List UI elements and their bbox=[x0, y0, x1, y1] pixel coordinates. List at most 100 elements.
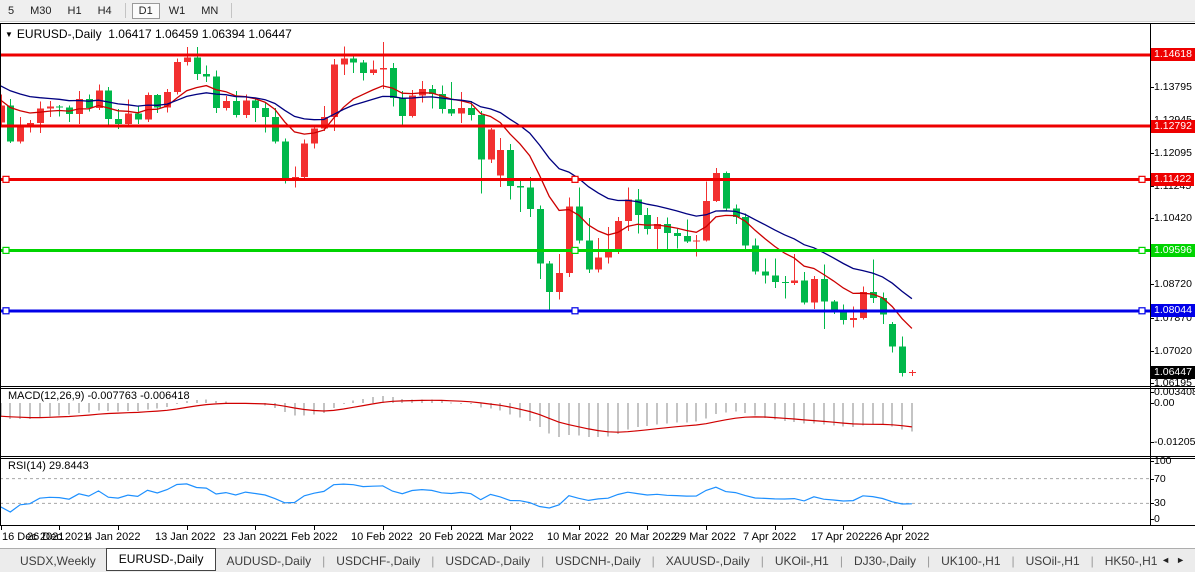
timeframe-button-m30[interactable]: M30 bbox=[30, 4, 52, 17]
panel-border bbox=[0, 456, 1195, 457]
macd-bar bbox=[656, 402, 658, 425]
tab-hk50-h1[interactable]: HK50-,H1 bbox=[1104, 553, 1158, 568]
candle bbox=[47, 106, 54, 109]
candle bbox=[782, 281, 789, 283]
macd-bar bbox=[58, 402, 60, 416]
line-selection-marker[interactable] bbox=[1138, 175, 1146, 183]
line-selection-marker[interactable] bbox=[1138, 246, 1146, 255]
line-selection-marker[interactable] bbox=[571, 246, 579, 255]
candle bbox=[213, 76, 220, 108]
line-selection-marker[interactable] bbox=[2, 307, 10, 315]
line-selection-marker[interactable] bbox=[571, 307, 579, 315]
tab-separator: | bbox=[651, 553, 655, 568]
date-axis-label: 20 Feb 2022 bbox=[419, 531, 481, 543]
candle bbox=[615, 221, 622, 253]
timeframe-button-h1[interactable]: H1 bbox=[67, 4, 82, 17]
tab-usdcnh-daily[interactable]: USDCNH-,Daily bbox=[555, 553, 641, 568]
panel-border bbox=[0, 23, 1195, 24]
macd-bar bbox=[470, 402, 472, 404]
tab-scroll-left-icon[interactable]: ◄ bbox=[1161, 555, 1177, 565]
macd-bar bbox=[274, 402, 276, 408]
candle bbox=[429, 89, 436, 94]
candle bbox=[654, 223, 661, 229]
tab-usdcad-daily[interactable]: USDCAD-,Daily bbox=[445, 553, 531, 568]
tab-separator: | bbox=[839, 553, 843, 568]
line-selection-marker[interactable] bbox=[571, 175, 579, 183]
candle bbox=[537, 209, 544, 264]
timeframe-button-mn[interactable]: MN bbox=[201, 4, 219, 17]
axis-tick bbox=[1150, 519, 1154, 520]
symbol-dropdown-icon[interactable]: ▼ bbox=[5, 30, 13, 39]
timeframe-button-d1[interactable]: D1 bbox=[131, 2, 160, 19]
date-axis-label: 16 Dec 2021 bbox=[2, 531, 65, 543]
tab-usoil-h1[interactable]: USOil-,H1 bbox=[1025, 553, 1080, 568]
candle bbox=[262, 108, 269, 118]
macd-axis-label: 0.003408 bbox=[1154, 386, 1195, 398]
candle bbox=[742, 217, 749, 246]
tab-eurusd-daily[interactable]: EURUSD-,Daily bbox=[105, 547, 217, 571]
line-selection-marker[interactable] bbox=[1138, 307, 1146, 315]
macd-bar bbox=[558, 402, 560, 438]
line-selection-marker[interactable] bbox=[2, 175, 10, 183]
date-tick bbox=[510, 526, 511, 530]
date-axis[interactable]: 16 Dec 2021 26 Dec 2021 4 Jan 2022 13 Jan 2… bbox=[0, 526, 1150, 547]
timeframe-button-h4[interactable]: H4 bbox=[97, 4, 112, 17]
candle bbox=[56, 106, 63, 108]
price-badge-1.11422: 1.11422 bbox=[1151, 173, 1195, 186]
tab-uk100-h1[interactable]: UK100-,H1 bbox=[941, 553, 1001, 568]
candle bbox=[27, 123, 34, 126]
candle bbox=[86, 98, 93, 109]
candle bbox=[507, 149, 514, 187]
macd-bar bbox=[490, 402, 492, 409]
rsi-indicator-label: RSI(14) 29.8443 bbox=[8, 460, 89, 472]
macd-bar bbox=[676, 402, 678, 423]
macd-panel[interactable] bbox=[0, 389, 1150, 455]
axis-tick bbox=[1150, 318, 1154, 319]
tab-scroll-right-icon[interactable]: ► bbox=[1176, 555, 1191, 565]
candle bbox=[448, 109, 455, 114]
timeframe-button-5[interactable]: 5 bbox=[8, 4, 15, 17]
macd-bar bbox=[323, 402, 325, 413]
date-tick bbox=[775, 526, 776, 530]
axis-tick bbox=[1150, 383, 1154, 384]
price-axis[interactable]: 1.137951.129451.120951.112451.104201.087… bbox=[1150, 0, 1195, 548]
candle bbox=[488, 129, 495, 160]
tab-ukoil-h1[interactable]: UKOil-,H1 bbox=[774, 553, 829, 568]
rsi-axis-label: 0 bbox=[1154, 513, 1160, 525]
rsi-panel[interactable] bbox=[0, 459, 1150, 525]
date-axis-label: 10 Mar 2022 bbox=[547, 531, 609, 543]
axis-tick bbox=[1150, 186, 1154, 187]
tab-separator: | bbox=[927, 553, 931, 568]
macd-bar bbox=[901, 402, 903, 430]
price-axis-label: 1.08720 bbox=[1154, 278, 1192, 290]
tab-audusd-daily[interactable]: AUDUSD-,Daily bbox=[226, 553, 312, 568]
main-chart-panel[interactable] bbox=[0, 24, 1150, 386]
macd-bar bbox=[715, 402, 717, 414]
axis-tick bbox=[1150, 403, 1154, 404]
macd-bar bbox=[0, 402, 2, 417]
candle bbox=[723, 173, 730, 209]
candle bbox=[850, 317, 857, 320]
candle bbox=[135, 113, 142, 120]
candle bbox=[860, 291, 867, 318]
axis-tick bbox=[1150, 153, 1154, 154]
date-tick bbox=[647, 526, 648, 530]
tab-usdx-weekly[interactable]: USDX,Weekly bbox=[20, 553, 96, 568]
macd-bar bbox=[294, 402, 296, 416]
tab-usdchf-daily[interactable]: USDCHF-,Daily bbox=[336, 553, 421, 568]
candle bbox=[889, 324, 896, 347]
current-price-badge: 1.06447 bbox=[1151, 366, 1195, 379]
tab-xauusd-daily[interactable]: XAUUSD-,Daily bbox=[665, 553, 750, 568]
macd-bar bbox=[823, 402, 825, 425]
price-axis-label: 1.13795 bbox=[1154, 81, 1192, 93]
toolbar-separator bbox=[231, 3, 233, 18]
candle bbox=[635, 199, 642, 215]
candle bbox=[301, 143, 308, 178]
macd-bar bbox=[666, 402, 668, 424]
price-axis-label: 1.12095 bbox=[1154, 147, 1192, 159]
macd-bar bbox=[450, 402, 452, 404]
tab-dj30-daily[interactable]: DJ30-,Daily bbox=[853, 553, 916, 568]
timeframe-button-w1[interactable]: W1 bbox=[168, 4, 186, 17]
line-selection-marker[interactable] bbox=[2, 246, 10, 255]
tab-separator: | bbox=[1090, 553, 1094, 568]
